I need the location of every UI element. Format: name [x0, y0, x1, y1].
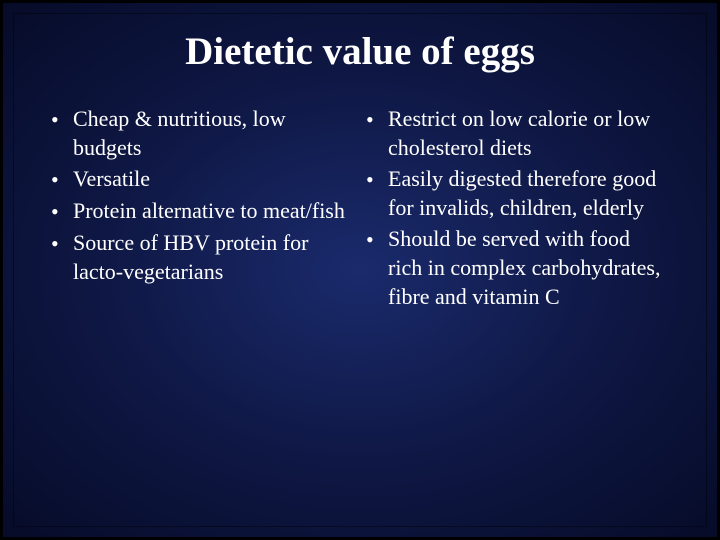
left-column: • Cheap & nutritious, low budgets • Vers… [51, 104, 354, 313]
list-item: • Easily digested therefore good for inv… [366, 164, 669, 222]
list-item: • Versatile [51, 164, 354, 194]
list-item: • Restrict on low calorie or low cholest… [366, 104, 669, 162]
right-column: • Restrict on low calorie or low cholest… [366, 104, 669, 313]
content-columns: • Cheap & nutritious, low budgets • Vers… [51, 104, 669, 313]
list-item: • Source of HBV protein for lacto-vegeta… [51, 228, 354, 286]
list-item: • Should be served with food rich in com… [366, 224, 669, 311]
bullet-text: Restrict on low calorie or low cholester… [388, 104, 669, 162]
bullet-dot: • [366, 164, 388, 194]
slide: Dietetic value of eggs • Cheap & nutriti… [0, 0, 720, 540]
bullet-dot: • [51, 196, 73, 226]
slide-title: Dietetic value of eggs [51, 31, 669, 74]
bullet-dot: • [51, 164, 73, 194]
list-item: • Protein alternative to meat/fish [51, 196, 354, 226]
bullet-text: Versatile [73, 164, 354, 193]
bullet-text: Source of HBV protein for lacto-vegetari… [73, 228, 354, 286]
bullet-dot: • [366, 224, 388, 254]
bullet-text: Easily digested therefore good for inval… [388, 164, 669, 222]
bullet-dot: • [366, 104, 388, 134]
bullet-text: Protein alternative to meat/fish [73, 196, 354, 225]
bullet-dot: • [51, 228, 73, 258]
bullet-text: Cheap & nutritious, low budgets [73, 104, 354, 162]
bullet-text: Should be served with food rich in compl… [388, 224, 669, 311]
list-item: • Cheap & nutritious, low budgets [51, 104, 354, 162]
bullet-dot: • [51, 104, 73, 134]
